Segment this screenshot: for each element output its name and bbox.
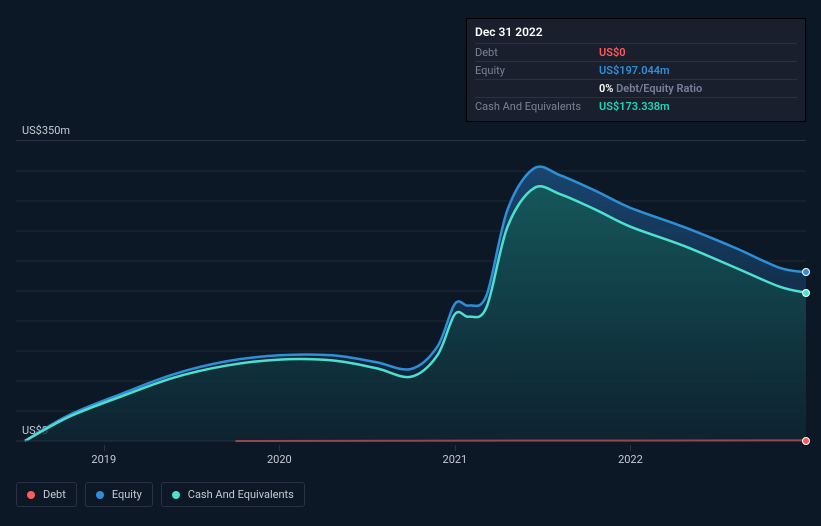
- tooltip-row-label: Cash And Equivalents: [475, 100, 599, 113]
- tooltip-row-value: US$197.044m: [599, 64, 670, 77]
- legend-swatch: [27, 491, 35, 499]
- series-end-marker: [802, 437, 810, 445]
- tooltip-row-label: [475, 82, 599, 95]
- x-tick: [455, 445, 456, 451]
- series-end-marker: [802, 268, 810, 276]
- tooltip-row-value: 0% Debt/Equity Ratio: [599, 82, 702, 95]
- y-axis-label-max: US$350m: [22, 124, 70, 137]
- tooltip-row-label: Equity: [475, 64, 599, 77]
- legend-item[interactable]: Debt: [16, 482, 77, 507]
- tooltip-date: Dec 31 2022: [475, 25, 797, 43]
- legend-label: Debt: [43, 488, 66, 501]
- x-axis: 2019 2020 2021 2022: [16, 445, 806, 465]
- chart-plot-area: [16, 140, 806, 440]
- x-tick: [630, 445, 631, 451]
- x-axis-label: 2019: [91, 453, 116, 466]
- legend-label: Equity: [112, 488, 142, 501]
- legend-swatch: [172, 491, 180, 499]
- x-axis-label: 2021: [443, 453, 468, 466]
- x-axis-label: 2020: [267, 453, 292, 466]
- legend-item[interactable]: Cash And Equivalents: [161, 482, 305, 507]
- tooltip-row: DebtUS$0: [475, 43, 797, 61]
- tooltip-row: Cash And EquivalentsUS$173.338m: [475, 97, 797, 115]
- legend-swatch: [96, 491, 104, 499]
- tooltip-row: EquityUS$197.044m: [475, 61, 797, 79]
- legend-item[interactable]: Equity: [85, 482, 153, 507]
- x-tick: [279, 445, 280, 451]
- legend-label: Cash And Equivalents: [188, 488, 294, 501]
- tooltip-row-value: US$0: [599, 46, 626, 59]
- chart-tooltip: Dec 31 2022 DebtUS$0EquityUS$197.044m0% …: [466, 18, 806, 122]
- series-end-marker: [802, 289, 810, 297]
- tooltip-row: 0% Debt/Equity Ratio: [475, 79, 797, 97]
- chart-legend: Debt Equity Cash And Equivalents: [16, 482, 305, 507]
- x-tick: [104, 445, 105, 451]
- chart-svg: [16, 141, 806, 446]
- tooltip-row-label: Debt: [475, 46, 599, 59]
- tooltip-row-value: US$173.338m: [599, 100, 670, 113]
- x-axis-label: 2022: [618, 453, 643, 466]
